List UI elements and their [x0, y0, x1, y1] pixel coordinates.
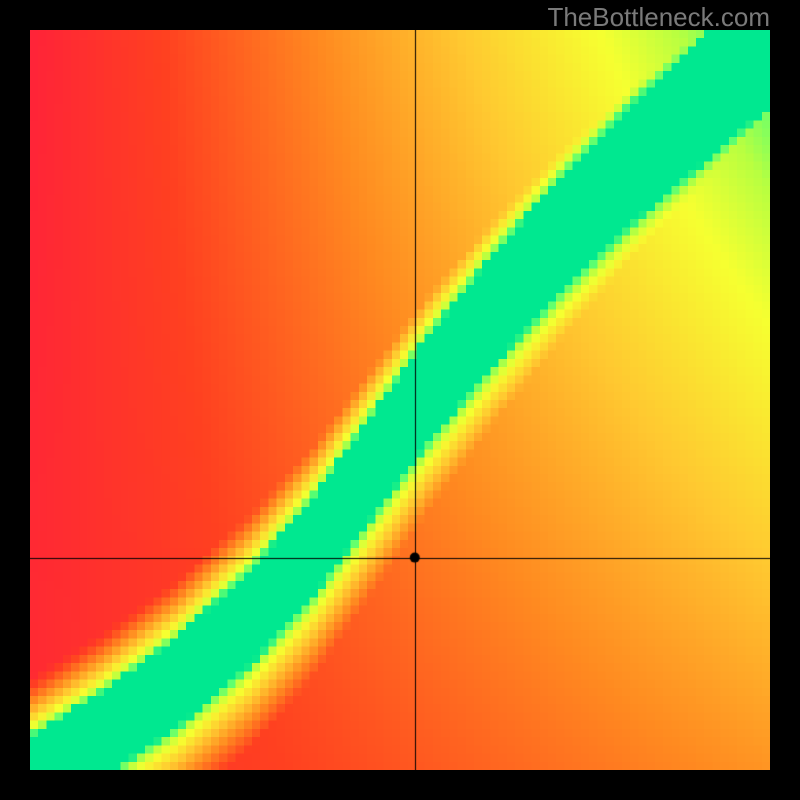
chart-container: TheBottleneck.com — [0, 0, 800, 800]
crosshair-overlay — [30, 30, 770, 770]
watermark-text: TheBottleneck.com — [547, 2, 770, 33]
